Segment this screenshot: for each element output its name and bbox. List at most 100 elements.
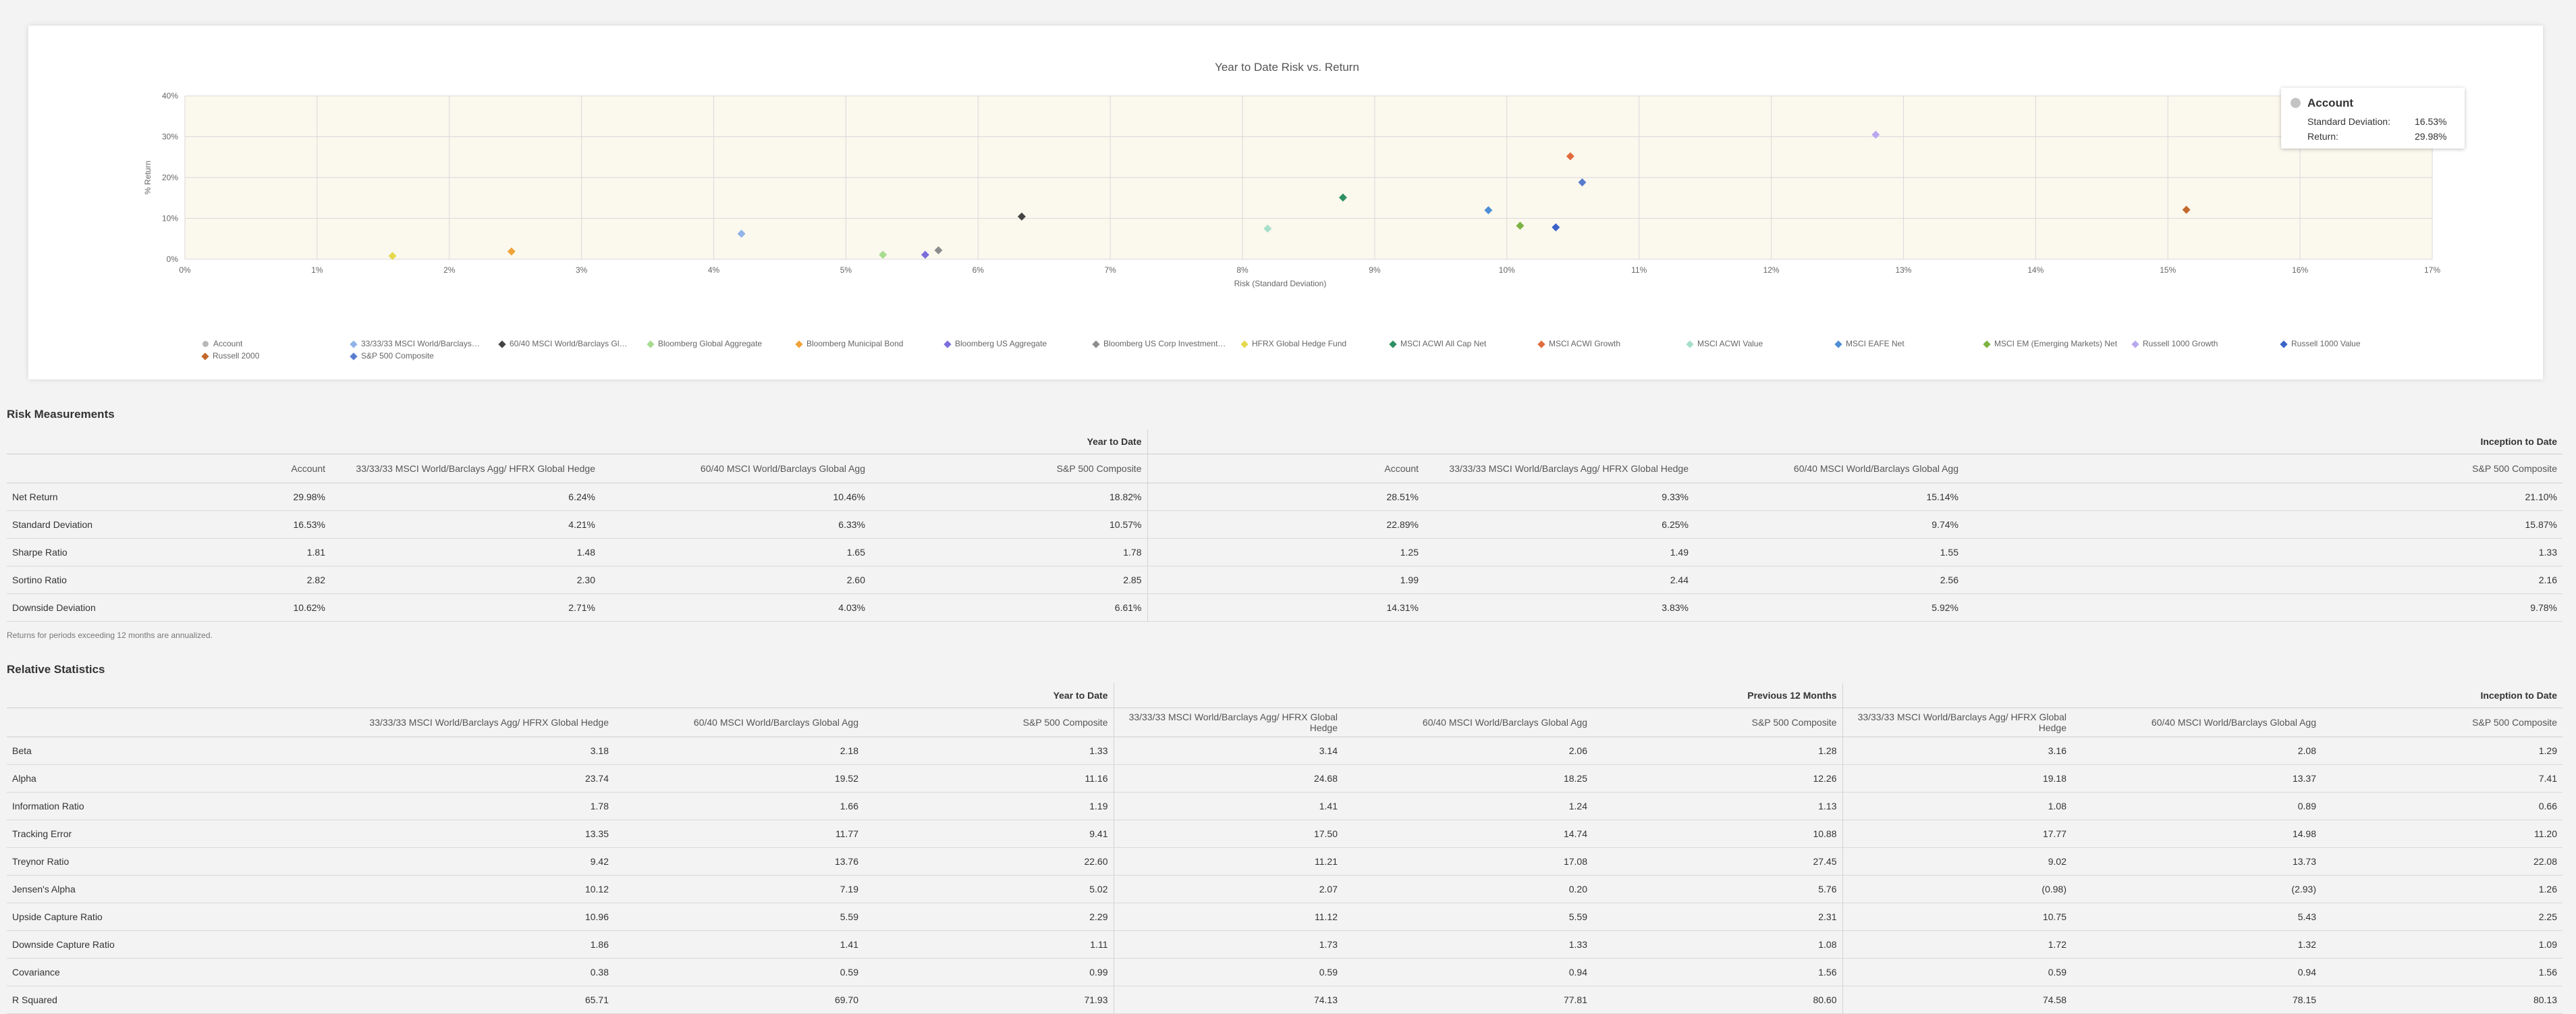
diamond-marker-icon [1092, 340, 1100, 348]
table-row: R Squared 65.71 69.70 71.93 74.13 77.81 80.60 7… [7, 986, 2563, 1014]
cell-value: 5.59 [1343, 903, 1593, 931]
legend-label: MSCI ACWI All Cap Net [1400, 339, 1487, 348]
chart-title: Year to Date Risk vs. Return [1215, 61, 1359, 74]
legend-label: Russell 2000 [213, 351, 260, 361]
y-tick-label: 40% [162, 91, 178, 101]
x-tick-label: 14% [2027, 265, 2044, 275]
legend-item[interactable]: MSCI EM (Emerging Markets) Net [1983, 339, 2117, 348]
cell-value: 22.60 [864, 847, 1114, 876]
table-row: Tracking Error 13.35 11.77 9.41 17.50 14.74 10… [7, 820, 2563, 848]
cell-ytd-value: 4.21% [331, 510, 601, 539]
row-label: Alpha [7, 764, 142, 793]
cell-value: 0.59 [614, 958, 864, 986]
cell-value: 13.76 [614, 847, 864, 876]
cell-value: 12.26 [1593, 764, 1842, 793]
rel-col-ytd-6040: 60/40 MSCI World/Barclays Global Agg [614, 708, 864, 737]
legend-item[interactable]: Bloomberg Municipal Bond [795, 339, 903, 348]
cell-value: 5.02 [864, 875, 1114, 903]
x-tick-label: 4% [708, 265, 720, 275]
legend-item[interactable]: Bloomberg US Aggregate [943, 339, 1047, 348]
data-point [1578, 178, 1587, 187]
cell-value: 1.28 [1593, 737, 1842, 765]
cell-value: 10.88 [1593, 820, 1842, 848]
legend-item[interactable]: Russell 1000 Value [2280, 339, 2361, 348]
legend-item[interactable]: S&P 500 Composite [350, 351, 434, 361]
cell-value: 11.77 [614, 820, 864, 848]
legend-label: Bloomberg US Corp Investment… [1103, 339, 1226, 348]
cell-value: 11.21 [1113, 847, 1343, 876]
cell-value: (0.98) [1842, 875, 2072, 903]
legend-item[interactable]: MSCI ACWI Value [1686, 339, 1763, 348]
cell-value: 74.58 [1842, 986, 2072, 1014]
risk-col-itd-6040: 60/40 MSCI World/Barclays Global Agg [1694, 454, 1964, 483]
cell-value: 74.13 [1113, 986, 1343, 1014]
diamond-marker-icon [350, 340, 358, 348]
cell-ytd-value: 1.78 [871, 538, 1147, 566]
cell-value: 1.72 [1842, 930, 2072, 959]
table-row: Information Ratio 1.78 1.66 1.19 1.41 1.24 1.1… [7, 792, 2563, 820]
cell-value: 14.98 [2072, 820, 2322, 848]
x-tick-label: 13% [1895, 265, 1911, 275]
table-row: Beta 3.18 2.18 1.33 3.14 2.06 1.28 3.16 2.08 1.29 [7, 737, 2563, 765]
row-label: Sortino Ratio [7, 566, 209, 594]
legend-item[interactable]: MSCI ACWI All Cap Net [1389, 339, 1487, 348]
cell-value: 13.35 [142, 820, 614, 848]
y-tick-label: 30% [162, 132, 178, 142]
cell-value: 1.78 [142, 792, 614, 820]
cell-value: 1.13 [1593, 792, 1842, 820]
cell-itd-value: 21.10% [1964, 483, 2563, 511]
data-point [1516, 221, 1525, 230]
cell-value: 0.94 [1343, 958, 1593, 986]
cell-ytd-value: 6.24% [331, 483, 601, 511]
risk-col-itd-333333: 33/33/33 MSCI World/Barclays Agg/ HFRX G… [1424, 454, 1694, 483]
cell-ytd-value: 1.48 [331, 538, 601, 566]
cell-value: 17.08 [1343, 847, 1593, 876]
cell-ytd-value: 6.61% [871, 593, 1147, 622]
row-label: Standard Deviation [7, 510, 209, 539]
data-point [2182, 205, 2191, 214]
row-label: Downside Capture Ratio [7, 930, 142, 959]
legend-item[interactable]: Bloomberg US Corp Investment… [1092, 339, 1226, 348]
cell-value: 1.09 [2322, 930, 2563, 959]
cell-itd-value: 6.25% [1424, 510, 1694, 539]
risk-col-itd-account: Account [1147, 454, 1424, 483]
legend-item[interactable]: MSCI EAFE Net [1834, 339, 1904, 348]
cell-value: 0.66 [2322, 792, 2563, 820]
cell-value: 78.15 [2072, 986, 2322, 1014]
cell-value: 1.66 [614, 792, 864, 820]
table-row: Upside Capture Ratio 10.96 5.59 2.29 11.12 5.… [7, 903, 2563, 931]
x-tick-label: 7% [1105, 265, 1117, 275]
x-tick-label: 17% [2424, 265, 2440, 275]
data-point [1484, 206, 1493, 215]
risk-col-ytd-333333: 33/33/33 MSCI World/Barclays Agg/ HFRX G… [331, 454, 601, 483]
cell-ytd-value: 10.62% [209, 593, 331, 622]
cell-value: 1.19 [864, 792, 1114, 820]
circle-marker-icon [202, 341, 209, 348]
cell-value: 2.06 [1343, 737, 1593, 765]
row-label: Jensen's Alpha [7, 875, 142, 903]
legend-item[interactable]: Bloomberg Global Aggregate [647, 339, 763, 348]
legend-label: 60/40 MSCI World/Barclays Gl… [510, 339, 628, 348]
cell-value: 3.16 [1842, 737, 2072, 765]
table-row: Jensen's Alpha 10.12 7.19 5.02 2.07 0.20 5.76(… [7, 875, 2563, 903]
legend-label: Bloomberg Global Aggregate [658, 339, 763, 348]
legend-item[interactable]: 33/33/33 MSCI World/Barclays… [350, 339, 480, 348]
cell-ytd-value: 2.85 [871, 566, 1147, 594]
legend-item[interactable]: Account [202, 339, 242, 348]
legend-item[interactable]: HFRX Global Hedge Fund [1240, 339, 1346, 348]
cell-value: 69.70 [614, 986, 864, 1014]
risk-col-ytd-6040: 60/40 MSCI World/Barclays Global Agg [601, 454, 871, 483]
tooltip-std-dev-value: 16.53% [2415, 116, 2447, 127]
risk-return-chart: Year to Date Risk vs. Return 0% 1% 2% 3% 4% 5%… [143, 61, 2440, 288]
legend-item[interactable]: Russell 2000 [201, 351, 260, 361]
cell-value: 18.25 [1343, 764, 1593, 793]
x-tick-label: 12% [1763, 265, 1780, 275]
legend-item[interactable]: Russell 1000 Growth [2131, 339, 2218, 348]
x-tick-label: 15% [2160, 265, 2176, 275]
diamond-marker-icon [1389, 340, 1397, 348]
legend-item[interactable]: 60/40 MSCI World/Barclays Gl… [498, 339, 628, 348]
cell-value: 23.74 [142, 764, 614, 793]
cell-value: 71.93 [864, 986, 1114, 1014]
cell-itd-value: 1.55 [1694, 538, 1964, 566]
legend-item[interactable]: MSCI ACWI Growth [1537, 339, 1620, 348]
